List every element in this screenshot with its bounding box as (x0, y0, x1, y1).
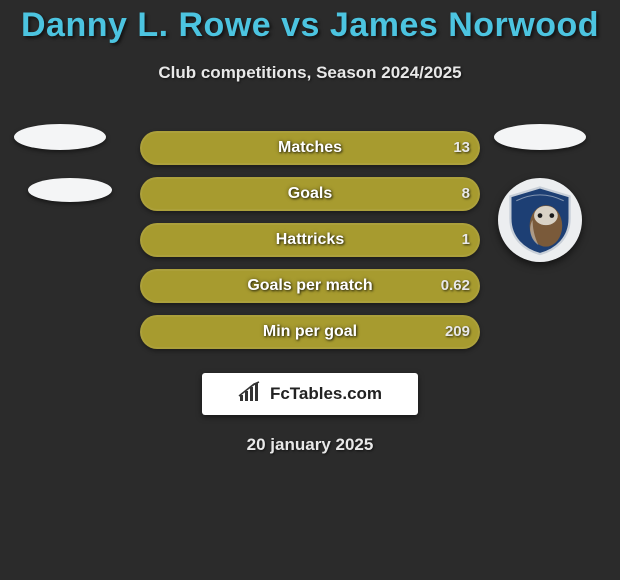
bar-track: Hattricks1 (140, 223, 480, 257)
bar-fill (140, 315, 480, 349)
decor-oval (494, 124, 586, 150)
bar-fill (140, 177, 480, 211)
decor-oval (28, 178, 112, 202)
page-title: Danny L. Rowe vs James Norwood (0, 0, 620, 45)
bar-fill (140, 269, 480, 303)
date-text: 20 january 2025 (0, 435, 620, 455)
stat-row: Goals per match0.62 (0, 263, 620, 309)
club-badge (498, 178, 582, 262)
bar-track: Matches13 (140, 131, 480, 165)
bar-track: Goals per match0.62 (140, 269, 480, 303)
site-logo-text: FcTables.com (270, 384, 382, 404)
bar-fill (140, 131, 480, 165)
decor-oval (14, 124, 106, 150)
bar-track: Min per goal209 (140, 315, 480, 349)
bar-fill (140, 223, 480, 257)
bar-track: Goals8 (140, 177, 480, 211)
site-logo-box: FcTables.com (202, 373, 418, 415)
bar-chart-icon (238, 381, 264, 408)
subtitle: Club competitions, Season 2024/2025 (0, 63, 620, 83)
stat-row: Min per goal209 (0, 309, 620, 355)
